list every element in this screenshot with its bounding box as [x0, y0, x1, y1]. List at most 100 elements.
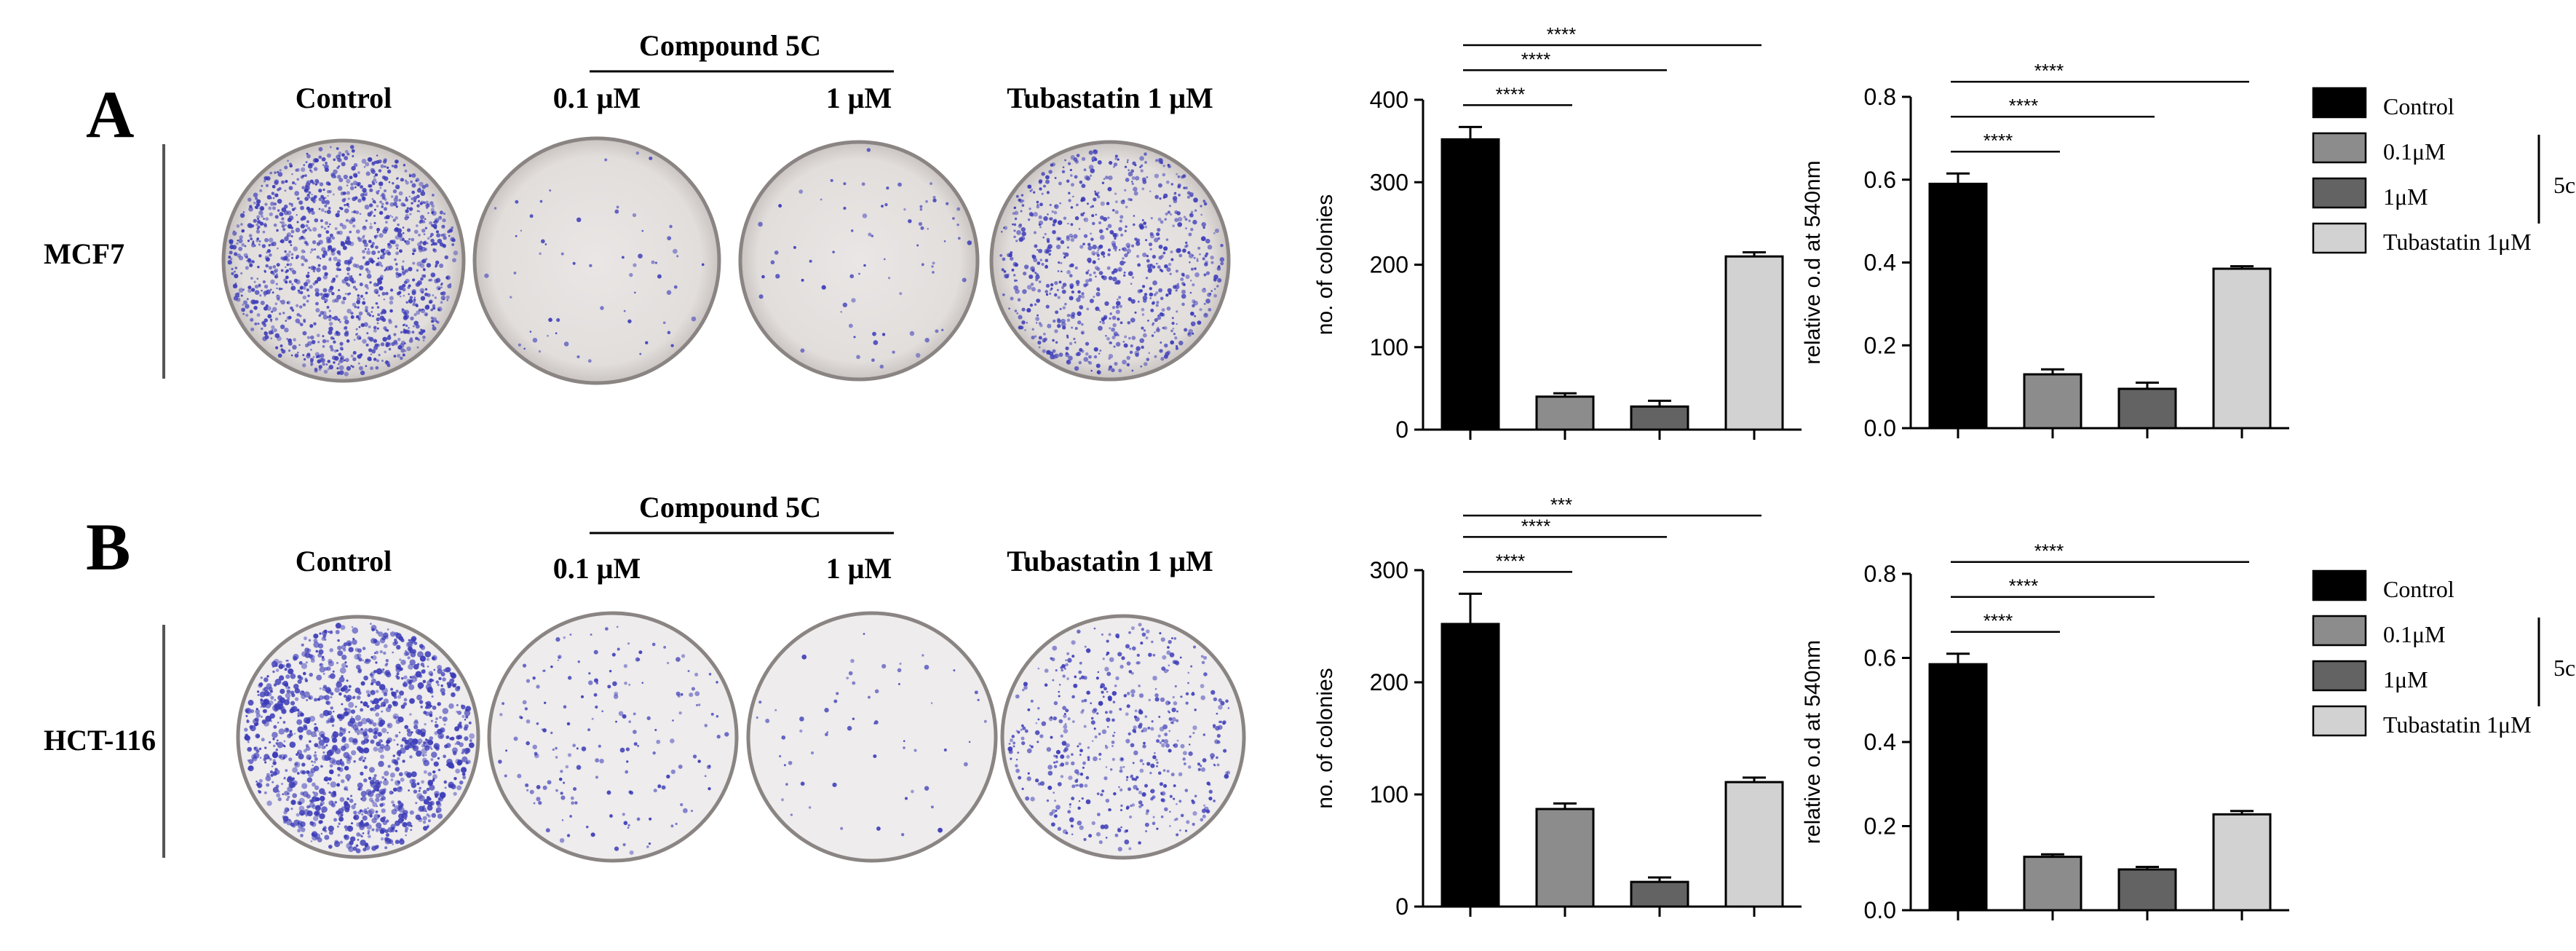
- colony-dot: [326, 339, 330, 343]
- colony-dot: [1055, 749, 1061, 754]
- colony-dot: [363, 765, 368, 770]
- colony-dot: [1054, 281, 1058, 285]
- colony-dot: [388, 265, 394, 271]
- colony-dot: [370, 353, 373, 355]
- colony-dot: [384, 671, 389, 676]
- colony-dot: [401, 738, 405, 742]
- colony-dot: [313, 754, 317, 758]
- colony-dot: [1062, 306, 1066, 309]
- colony-dot: [1126, 704, 1130, 709]
- colony-dot: [250, 299, 255, 304]
- colony-dot: [321, 157, 326, 162]
- colony-dot: [298, 344, 301, 347]
- colony-dot: [1095, 275, 1097, 278]
- colony-dot: [1021, 307, 1026, 312]
- colony-dot: [397, 232, 403, 238]
- colony-dot: [274, 679, 282, 685]
- colony-dot: [1111, 315, 1117, 320]
- colony-dot: [824, 707, 829, 713]
- colony-dot: [445, 735, 450, 739]
- colony-dot: [301, 186, 306, 190]
- colony-dot: [1130, 317, 1136, 323]
- colony-dot: [376, 190, 379, 194]
- colony-dot: [403, 810, 408, 816]
- colony-dot: [543, 669, 546, 672]
- colony-dot: [335, 623, 341, 629]
- colony-dot: [309, 672, 313, 677]
- colony-dot: [1173, 818, 1176, 821]
- colony-dot: [1141, 632, 1146, 637]
- plate-label-tubastatin-b: Tubastatin 1 μM: [1007, 545, 1213, 577]
- colony-dot: [263, 677, 269, 682]
- colony-dot: [892, 350, 895, 354]
- colony-dot: [290, 226, 294, 229]
- colony-dot: [424, 288, 428, 291]
- colony-dot: [338, 676, 345, 683]
- colony-dot: [1021, 194, 1024, 197]
- colony-dot: [341, 663, 346, 668]
- colony-dot: [1172, 695, 1175, 699]
- colony-dot: [623, 821, 628, 826]
- colony-dot: [255, 300, 259, 304]
- colony-dot: [336, 367, 339, 370]
- colony-dot: [856, 355, 860, 360]
- colony-dot: [360, 791, 367, 797]
- colony-dot: [353, 760, 356, 763]
- colony-dot: [1115, 301, 1121, 306]
- colony-dot: [312, 797, 314, 800]
- colony-dot: [1152, 755, 1157, 759]
- colony-dot: [310, 840, 313, 843]
- colony-dot: [670, 824, 674, 828]
- colony-dot: [283, 745, 286, 748]
- colony-dot: [382, 229, 388, 234]
- colony-dot: [1062, 283, 1067, 287]
- colony-dot: [290, 800, 296, 805]
- colony-dot: [352, 357, 357, 362]
- colony-dot: [1023, 271, 1027, 276]
- colony-dot: [385, 291, 389, 296]
- colony-dot: [1131, 176, 1136, 181]
- colony-dot: [675, 822, 678, 826]
- colony-dot: [375, 681, 381, 687]
- colony-dot: [462, 776, 467, 780]
- colony-dot: [358, 311, 363, 316]
- colony-dot: [360, 681, 365, 686]
- colony-dot: [328, 660, 334, 667]
- colony-dot: [287, 159, 289, 162]
- colony-dot: [1212, 724, 1216, 727]
- colony-dot: [1029, 190, 1032, 192]
- colony-dot: [397, 695, 402, 699]
- colony-dot: [384, 198, 387, 201]
- colony-dot: [451, 747, 458, 754]
- colony-dot: [872, 331, 876, 336]
- colony-dot: [408, 173, 411, 175]
- colony-dot: [1070, 223, 1074, 226]
- colony-dot: [1070, 263, 1074, 268]
- colony-dot: [1050, 735, 1053, 739]
- colony-dot: [1059, 307, 1062, 310]
- colony-dot: [440, 727, 445, 733]
- colony-dot: [1044, 232, 1047, 236]
- colony-dot: [1101, 690, 1104, 694]
- colony-dot: [1057, 296, 1061, 299]
- colony-dot: [1205, 271, 1210, 275]
- colony-dot: [881, 663, 887, 669]
- colony-dot: [290, 316, 292, 319]
- colony-dot: [403, 698, 408, 702]
- colony-dot: [314, 723, 316, 725]
- colony-dot: [319, 730, 325, 738]
- colony-dot: [366, 273, 372, 279]
- colony-dot: [306, 206, 310, 210]
- colony-dot: [395, 251, 400, 256]
- colony-dot: [1204, 254, 1208, 258]
- colony-dot: [403, 204, 405, 207]
- colony-dot: [413, 789, 418, 794]
- colony-dot: [428, 745, 432, 749]
- colony-dot: [375, 690, 379, 693]
- colony-dot: [311, 162, 314, 166]
- colony-dot: [585, 825, 589, 829]
- colony-dot: [253, 218, 257, 223]
- colony-dot: [1107, 253, 1111, 256]
- colony-dot: [355, 210, 360, 215]
- colony-dot: [1148, 352, 1151, 355]
